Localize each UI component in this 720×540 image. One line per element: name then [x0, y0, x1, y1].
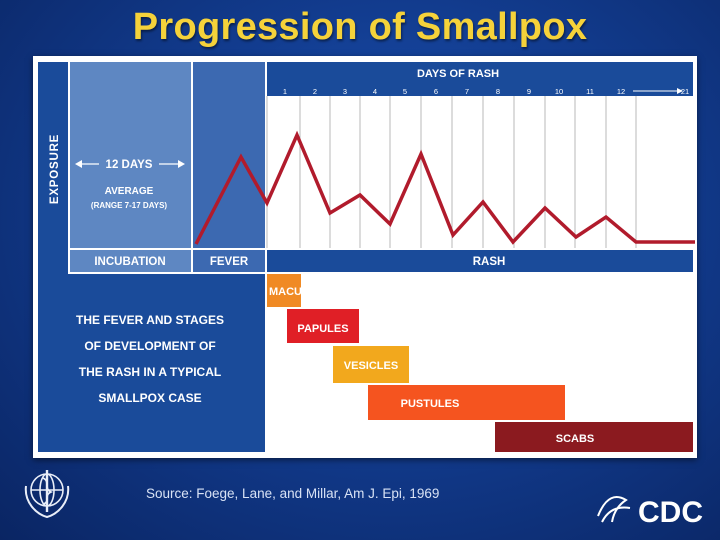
- stage-vesicles-bar: [333, 346, 409, 383]
- day-tick: 7: [465, 87, 469, 96]
- day-tick: 8: [496, 87, 500, 96]
- stage-scabs-bar: [495, 422, 693, 452]
- fever-phase: [193, 250, 265, 272]
- rash-phase: [267, 250, 693, 272]
- incubation-range-label: (RANGE 7-17 DAYS): [91, 201, 168, 210]
- cdc-logo-text: CDC: [638, 496, 703, 529]
- stage-papules-bar: [287, 309, 359, 343]
- stage-pustules-label: PUSTULES: [401, 398, 460, 410]
- days-of-rash-label: DAYS OF RASH: [417, 68, 499, 80]
- description-line: OF DEVELOPMENT OF: [84, 339, 215, 353]
- incubation-phase: [70, 250, 191, 272]
- days-of-rash-header: [267, 62, 693, 96]
- stage-macules-label: MACULES: [269, 286, 323, 298]
- day-tick: 9: [527, 87, 531, 96]
- who-emblem-icon: [24, 470, 70, 519]
- day-tick: 4: [373, 87, 377, 96]
- day-tick: 10: [555, 87, 563, 96]
- smallpox-diagram: EXPOSURE DAYS OF RASH 1 2 3 4 5 6 7 8 9 …: [33, 56, 697, 458]
- description-line: SMALLPOX CASE: [98, 391, 201, 405]
- day-tick: 2: [313, 87, 317, 96]
- fever-curve: [194, 130, 695, 245]
- exposure-label: EXPOSURE: [49, 134, 61, 204]
- rash-day-grid: [266, 96, 637, 248]
- phase-fever-label: FEVER: [210, 256, 249, 268]
- stage-pustules-bar: [368, 385, 565, 420]
- day-ticks: 1 2 3 4 5 6 7 8 9 10 11 12 21: [283, 87, 689, 96]
- cdc-logo-icon: CDC: [597, 496, 703, 529]
- incubation-block: [70, 62, 191, 248]
- day-tick: 11: [586, 87, 594, 96]
- stage-scabs-label: SCABS: [556, 433, 595, 445]
- description-line: THE RASH IN A TYPICAL: [79, 365, 221, 379]
- incubation-span-label: 12 DAYS: [106, 159, 153, 171]
- day-tick: 1: [283, 87, 287, 96]
- phase-rash-label: RASH: [473, 256, 506, 268]
- stage-macules-bar: [267, 274, 301, 307]
- source-citation: Source: Foege, Lane, and Millar, Am J. E…: [146, 486, 440, 501]
- day-tick: 3: [343, 87, 347, 96]
- stage-papules-label: PAPULES: [297, 323, 348, 335]
- fever-block: [193, 62, 265, 248]
- phase-incubation-label: INCUBATION: [94, 256, 165, 268]
- description-line: THE FEVER AND STAGES: [76, 313, 224, 327]
- day-tick: 5: [403, 87, 407, 96]
- day-tick: 12: [617, 87, 625, 96]
- incubation-average-label: AVERAGE: [105, 186, 154, 197]
- slide-title: Progression of Smallpox: [132, 6, 588, 48]
- day-tick: 6: [434, 87, 438, 96]
- description-panel: [38, 274, 265, 452]
- day-tick: 21: [681, 87, 689, 96]
- stage-vesicles-label: VESICLES: [344, 360, 398, 372]
